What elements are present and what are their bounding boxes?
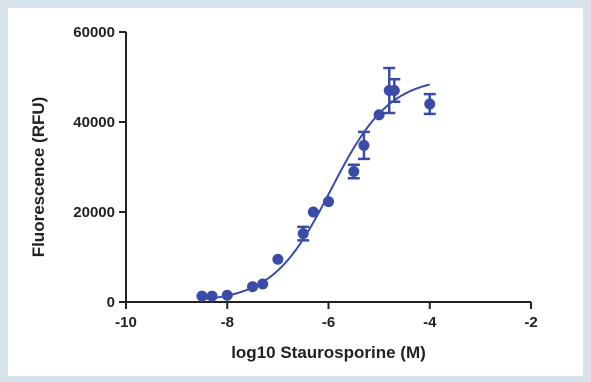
y-tick-label: 40000 — [73, 114, 115, 131]
y-tick-label: 20000 — [73, 204, 115, 221]
y-tick-label: 60000 — [73, 24, 115, 41]
data-point — [323, 196, 334, 208]
x-tick-label: -8 — [221, 314, 234, 331]
x-axis-title: log10 Staurosporine (M) — [231, 343, 426, 362]
x-tick-label: -2 — [524, 314, 537, 331]
data-point — [272, 253, 284, 265]
data-point — [424, 98, 436, 110]
y-axis-title: Fluorescence (RFU) — [29, 97, 48, 258]
axes: -10 -8 -6 -4 -2 0 20000 40000 60000 — [73, 24, 537, 331]
x-tick-label: -6 — [322, 314, 335, 331]
data-point — [206, 290, 218, 302]
data-point — [257, 278, 269, 290]
x-tick-label: -4 — [423, 314, 437, 331]
y-tick-label: 0 — [107, 294, 115, 311]
data-point — [373, 109, 385, 121]
data-point — [358, 139, 370, 151]
fit-curve-group — [201, 83, 430, 301]
data-point — [307, 206, 319, 218]
data-point — [297, 228, 309, 240]
data-point — [196, 290, 208, 302]
data-point — [348, 166, 360, 177]
chart-panel: -10 -8 -6 -4 -2 0 20000 40000 60000 log10 Stauro… — [8, 8, 583, 376]
data-points — [196, 66, 436, 302]
x-tick-label: -10 — [115, 314, 137, 331]
data-point — [247, 281, 259, 293]
data-point — [221, 289, 233, 301]
data-point — [388, 85, 400, 96]
fit-curve — [201, 83, 430, 301]
dose-response-chart: -10 -8 -6 -4 -2 0 20000 40000 60000 log10 Stauro… — [29, 24, 538, 362]
